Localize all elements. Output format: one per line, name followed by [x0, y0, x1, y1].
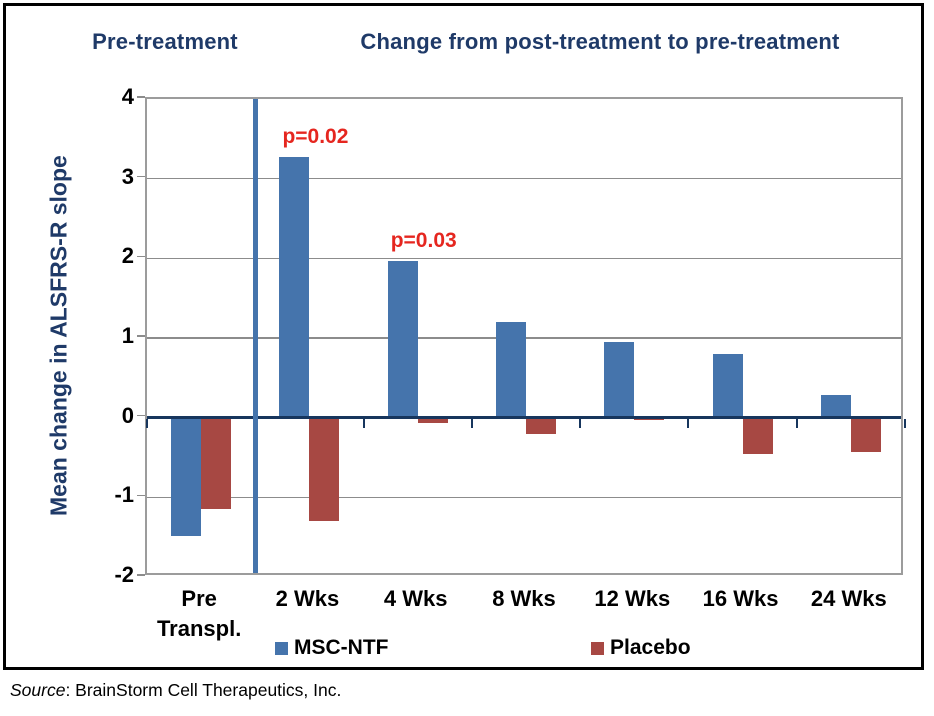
legend-item-msc-ntf: MSC-NTF [275, 636, 388, 660]
bar-placebo-3 [417, 417, 448, 424]
bar-msc-ntf-2 [279, 157, 310, 418]
x-axis-tick [470, 418, 473, 428]
plot-area [145, 97, 906, 575]
y-axis-tick [137, 175, 145, 178]
legend-label-msc-ntf: MSC-NTF [294, 636, 389, 659]
source-label: Source [10, 680, 66, 700]
y-axis-tick-label: 4 [121, 84, 134, 109]
bar-placebo-7 [850, 417, 881, 452]
y-axis-title: Mean change in ALSFRS-R slope [45, 155, 72, 517]
post-treatment-header: Change from post-treatment to pre-treatm… [360, 29, 840, 54]
x-axis-tick [904, 418, 906, 428]
y-axis-tick [137, 255, 145, 258]
y-axis-tick-label: -2 [114, 562, 134, 587]
x-axis-tick [579, 418, 582, 428]
bar-msc-ntf-5 [604, 341, 635, 418]
x-axis-category-label: 24 Wks [810, 586, 887, 611]
placebo-swatch-icon [591, 641, 604, 655]
p-value-annotation-2: p=0.03 [390, 228, 457, 252]
y-axis-tick [137, 96, 145, 98]
y-axis-tick-label: -1 [114, 482, 134, 508]
legend-item-placebo: Placebo [591, 636, 691, 660]
source-text: : BrainStorm Cell Therapeutics, Inc. [65, 680, 342, 700]
zero-axis-line [147, 416, 901, 420]
bar-msc-ntf-7 [820, 395, 851, 418]
pre-treatment-header: Pre-treatment [92, 29, 238, 54]
bar-placebo-1 [201, 417, 232, 510]
bar-placebo-4 [526, 417, 556, 434]
x-axis-category-label: 2 Wks [275, 586, 340, 611]
gridline [147, 177, 901, 180]
section-separator-line [252, 99, 258, 573]
source-note: Source: BrainStorm Cell Therapeutics, In… [10, 680, 341, 701]
x-axis-category-label: 4 Wks [383, 586, 448, 611]
gridline [147, 257, 901, 260]
x-axis-tick [362, 418, 365, 428]
y-axis-tick-label: 0 [121, 402, 134, 428]
msc-ntf-swatch-icon [275, 641, 288, 655]
gridline [147, 496, 901, 499]
y-axis-tick-label: 3 [121, 163, 134, 189]
x-axis-category-label: Pre Transpl. [156, 586, 242, 641]
bar-msc-ntf-6 [712, 353, 743, 418]
x-axis-category-label: 12 Wks [594, 586, 671, 611]
x-axis-tick [146, 418, 148, 428]
legend-label-placebo: Placebo [610, 636, 691, 659]
bar-msc-ntf-1 [171, 417, 202, 536]
y-axis-tick [137, 414, 145, 417]
p-value-annotation-1: p=0.02 [282, 125, 349, 149]
x-axis-tick [795, 418, 798, 428]
y-axis-tick [137, 574, 145, 576]
bar-msc-ntf-4 [496, 322, 526, 418]
x-axis-tick [687, 418, 690, 428]
x-axis-category-label: 8 Wks [492, 586, 556, 611]
bar-msc-ntf-3 [387, 260, 418, 418]
bar-placebo-6 [742, 417, 773, 454]
y-axis-tick-label: 1 [121, 323, 134, 348]
bar-placebo-2 [309, 417, 340, 522]
y-axis-tick [137, 335, 145, 337]
y-axis-tick-label: 2 [121, 243, 134, 269]
y-axis-tick [137, 494, 145, 497]
x-axis-category-label: 16 Wks [702, 586, 779, 611]
